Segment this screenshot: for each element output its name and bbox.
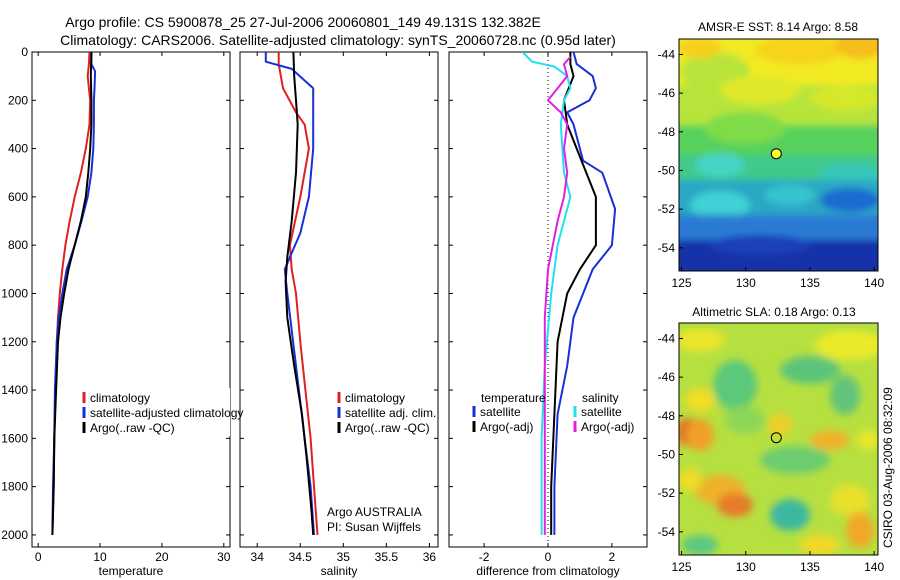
salinity-xlabel: salinity <box>321 564 358 578</box>
x-tick-label: 35.5 <box>375 550 399 564</box>
legend-label: satellite <box>581 405 622 419</box>
series-line <box>543 56 572 535</box>
temperature-lines <box>51 52 97 535</box>
legend-label: climatology <box>90 391 150 405</box>
figure-title-line1: Argo profile: CS 5900878_25 27-Jul-2006 … <box>65 14 541 30</box>
salinity-ticks: 34 34.5 35 35.5 36 <box>240 51 438 564</box>
x-tick-label: 0 <box>35 550 42 564</box>
y-tick-label: 1800 <box>1 480 28 494</box>
y-tick-label: -46 <box>658 86 676 100</box>
y-tick-label: -52 <box>658 486 676 500</box>
legend-label: satellite adj. clim. <box>345 406 436 420</box>
y-tick-label: 600 <box>8 190 28 204</box>
temperature-panel: 0 10 20 30 0 200 400 600 800 1000 1200 1400 1600 1800… <box>1 45 243 578</box>
sst-map-frame <box>678 38 879 272</box>
x-tick-label: 36 <box>423 550 437 564</box>
sst-heatmap <box>679 39 878 271</box>
sla-map-panel: Altimetric SLA: 0.18 Argo: 0.13 <box>658 305 885 574</box>
y-tick-label: 400 <box>8 142 28 156</box>
x-tick-label: -2 <box>479 550 490 564</box>
legend-label: Argo(-adj) <box>480 420 533 434</box>
difference-xlabel: difference from climatology <box>476 564 619 578</box>
figure-title-line2: Climatology: CARS2006. Satellite-adjuste… <box>60 32 616 48</box>
temperature-ticks: 0 10 20 30 0 200 400 600 800 1000 1200 1400 1600 1800… <box>1 45 231 564</box>
y-tick-label: 1600 <box>1 431 28 445</box>
x-tick-label: 0 <box>545 550 552 564</box>
sst-map-title: AMSR-E SST: 8.14 Argo: 8.58 <box>698 20 858 34</box>
difference-legend: temperature salinitysatelliteArgo(-adj)sa… <box>472 391 634 434</box>
argo-location-marker <box>770 148 782 160</box>
temperature-axes-frame <box>31 51 231 548</box>
y-tick-label: -50 <box>658 163 676 177</box>
argo-note-line1: Argo AUSTRALIA <box>327 505 422 519</box>
sla-map-frame <box>678 322 879 556</box>
x-tick-label: 135 <box>800 276 820 290</box>
x-tick-label: 30 <box>217 550 231 564</box>
x-tick-label: 35 <box>337 550 351 564</box>
x-tick-label: 34.5 <box>289 550 313 564</box>
y-tick-label: -52 <box>658 202 676 216</box>
y-tick-label: -44 <box>658 331 676 345</box>
series-line <box>51 52 93 535</box>
legend-box <box>82 388 230 436</box>
sla-map-title: Altimetric SLA: 0.18 Argo: 0.13 <box>692 305 856 319</box>
x-tick-label: 125 <box>672 276 692 290</box>
sst-map-ticks: 125 130 135 140 -44 -46 -48 -50 -52 -54 <box>658 47 885 290</box>
difference-ticks: -2 0 2 <box>449 51 647 564</box>
argo-location-marker <box>770 432 782 444</box>
x-tick-label: 130 <box>736 560 756 574</box>
credit-text: CSIRO 03-Aug-2006 08:32:09 <box>881 387 895 548</box>
salinity-axes-frame <box>239 51 439 548</box>
y-tick-label: 0 <box>21 45 28 59</box>
y-tick-label: 1000 <box>1 286 28 300</box>
legend-label: Argo(..raw -QC) <box>345 421 430 435</box>
y-tick-label: -48 <box>658 125 676 139</box>
legend-label: satellite <box>480 405 521 419</box>
y-tick-label: -44 <box>658 47 676 61</box>
y-tick-label: -54 <box>658 525 676 539</box>
temperature-xlabel: temperature <box>99 564 164 578</box>
salinity-lines <box>264 52 319 535</box>
series-line <box>284 52 315 535</box>
x-tick-label: 20 <box>155 550 169 564</box>
series-line <box>553 52 617 535</box>
series-line <box>277 52 319 535</box>
x-tick-label: 130 <box>736 276 756 290</box>
y-tick-label: -48 <box>658 409 676 423</box>
y-tick-label: -54 <box>658 241 676 255</box>
y-tick-label: 1400 <box>1 383 28 397</box>
x-tick-label: 10 <box>93 550 107 564</box>
legend-label: satellite-adjusted climatology <box>90 406 243 420</box>
legend-label: Argo(-adj) <box>581 420 634 434</box>
y-tick-label: 200 <box>8 93 28 107</box>
salinity-panel: 34 34.5 35 35.5 36 salinity climatologysatel… <box>239 51 439 578</box>
y-tick-label: 2000 <box>1 528 28 542</box>
legend-title: temperature <box>481 391 546 405</box>
x-tick-label: 34 <box>251 550 265 564</box>
y-tick-label: -46 <box>658 370 676 384</box>
legend-label: Argo(..raw -QC) <box>90 421 175 435</box>
series-line <box>521 52 572 535</box>
series-line <box>51 52 92 535</box>
difference-lines <box>521 52 617 547</box>
sst-map-panel: AMSR-E SST: 8.14 Argo: 8.58 <box>658 20 885 290</box>
argo-note-line2: PI: Susan Wijffels <box>327 520 421 534</box>
y-tick-label: 1200 <box>1 335 28 349</box>
sla-map-ticks: 125 130 135 140 -44 -46 -48 -50 -52 -54 <box>658 331 885 574</box>
x-tick-label: 125 <box>672 560 692 574</box>
y-tick-label: -50 <box>658 447 676 461</box>
x-tick-label: 135 <box>800 560 820 574</box>
legend-label: climatology <box>345 391 405 405</box>
y-tick-label: 800 <box>8 238 28 252</box>
difference-panel: -2 0 2 difference from climatology tempera… <box>448 51 648 578</box>
x-tick-label: 140 <box>864 560 884 574</box>
legend-title: salinity <box>582 391 619 405</box>
sla-heatmap <box>679 323 878 555</box>
x-tick-label: 2 <box>609 550 616 564</box>
x-tick-label: 140 <box>864 276 884 290</box>
